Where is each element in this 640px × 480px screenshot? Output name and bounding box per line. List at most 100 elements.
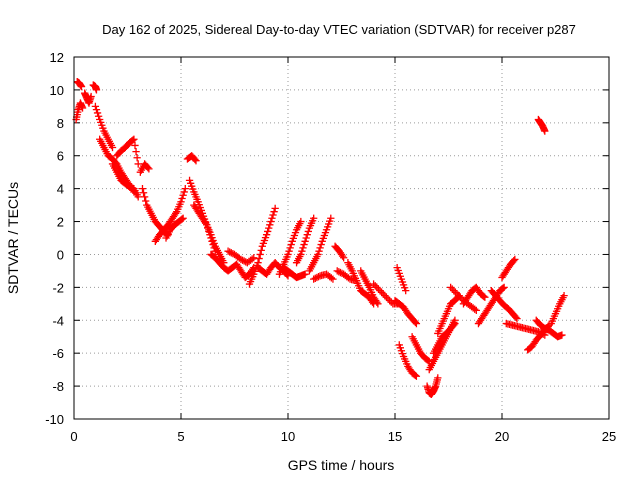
x-tick-label: 15 [388,429,402,444]
data-series [357,267,382,308]
data-point [286,244,294,252]
data-series [393,263,410,295]
data-point [177,198,185,206]
data-point [399,281,408,289]
data-point [412,372,421,380]
y-axis-label: SDTVAR / TECUs [5,182,21,294]
data-point [321,229,330,237]
data-point [93,109,102,117]
data-point [255,254,263,263]
data-point [319,234,327,243]
data-point [261,233,270,242]
x-tick-label: 0 [70,429,77,444]
data-point [395,341,403,349]
data-point [310,214,318,222]
data-point [298,247,306,255]
data-point [299,244,307,252]
x-tick-label: 25 [602,429,616,444]
data-point [129,136,137,144]
data-point [291,229,300,237]
data-point [130,135,138,143]
data-point [304,227,312,236]
data-point [250,270,258,278]
data-point [191,155,199,164]
data-point [480,292,488,301]
data-point [262,231,271,239]
y-tick-label: 4 [57,182,64,197]
data-point [434,374,442,382]
data-series [280,263,309,282]
data-point [472,306,480,315]
data-point [320,231,329,240]
data-series [207,250,258,282]
data-point [145,165,153,173]
data-point [327,214,335,222]
data-point [560,291,568,300]
data-point [285,247,293,255]
data-point [284,250,292,259]
y-tick-labels: -10 -8 -6 -4 -2 0 2 4 6 8 10 12 [45,50,64,427]
data-point [77,82,86,91]
data-point [400,284,409,292]
data-point [287,240,295,249]
data-point [511,255,519,264]
data-point [265,224,273,232]
y-tick-label: 12 [50,50,64,65]
data-point [266,221,274,229]
data-series [391,296,421,328]
data-point [398,278,407,286]
data-point [411,371,419,380]
data-point [297,217,305,226]
data-point [322,226,331,234]
data-series [487,287,521,323]
y-tick-label: 2 [57,215,64,230]
y-tick-label: -10 [45,412,64,427]
data-point [131,141,139,150]
grid-lines [74,57,609,419]
data-points [72,78,568,398]
data-series [151,184,189,245]
data-series [91,102,117,152]
data-point [133,154,141,162]
data-point [91,102,100,111]
y-tick-label: -4 [52,313,64,328]
data-series [429,319,459,357]
data-point [397,347,406,355]
data-series [108,160,142,201]
data-point [256,250,264,259]
data-series [89,81,101,94]
data-point [134,193,142,201]
data-point [512,313,520,322]
data-point [208,233,216,242]
data-series [532,316,566,341]
data-point [541,127,549,135]
data-point [185,176,194,185]
data-point [179,191,187,199]
data-series [459,283,489,308]
data-point [318,237,326,245]
data-point [94,112,103,120]
data-series [73,78,86,91]
y-tick-label: 8 [57,116,64,131]
data-series [395,341,421,380]
data-point [132,147,140,156]
data-series [434,291,463,338]
y-tick-label: -2 [52,280,64,295]
data-point [451,319,459,328]
x-tick-labels: 0 5 10 15 20 25 [70,429,616,444]
y-tick-label: 6 [57,149,64,164]
data-point [499,284,507,292]
data-point [325,220,333,228]
data-series [331,242,348,262]
data-series [310,270,337,283]
data-series [81,89,95,107]
data-series [423,374,442,398]
x-tick-label: 10 [281,429,295,444]
data-point [297,250,305,259]
data-point [98,121,106,129]
data-point [329,275,337,283]
data-point [500,283,508,292]
data-point [339,254,348,262]
data-point [290,231,299,240]
data-point [194,198,202,206]
